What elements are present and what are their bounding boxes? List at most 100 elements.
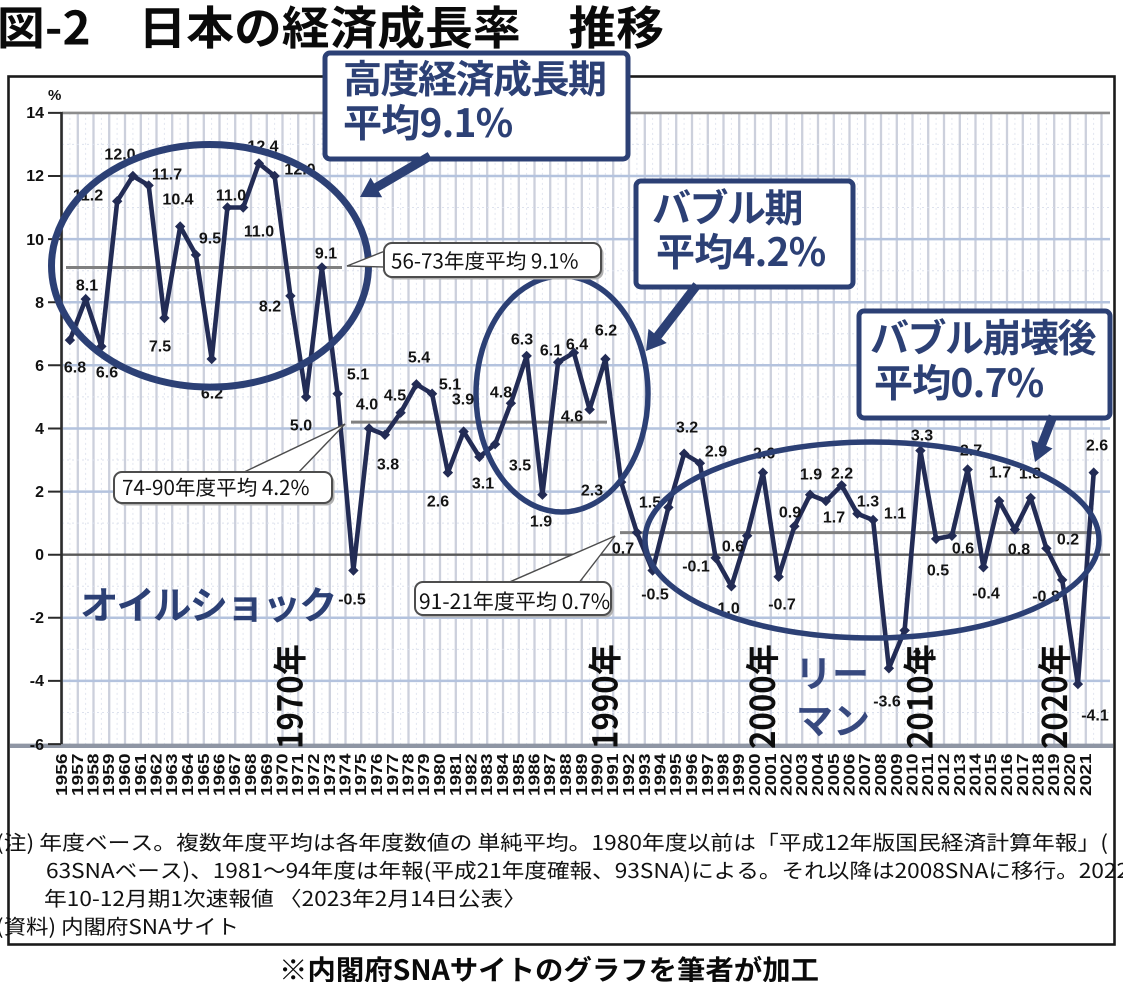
- svg-text:8.2: 8.2: [259, 299, 281, 316]
- svg-text:3.8: 3.8: [377, 457, 399, 474]
- svg-text:4: 4: [35, 421, 44, 438]
- svg-text:8: 8: [35, 295, 44, 312]
- svg-text:1986: 1986: [526, 754, 544, 797]
- svg-text:1984: 1984: [494, 753, 512, 796]
- svg-text:-0.1: -0.1: [682, 559, 710, 576]
- svg-text:2005: 2005: [825, 754, 843, 797]
- svg-text:6.4: 6.4: [566, 337, 588, 354]
- svg-text:5.4: 5.4: [408, 350, 430, 367]
- svg-text:2011: 2011: [919, 754, 937, 797]
- svg-text:1979: 1979: [415, 754, 433, 797]
- svg-text:1968: 1968: [242, 754, 260, 797]
- svg-text:1963: 1963: [163, 754, 181, 797]
- svg-text:0.6: 0.6: [722, 539, 744, 556]
- svg-text:2001: 2001: [762, 754, 780, 797]
- svg-text:1967: 1967: [226, 754, 244, 797]
- svg-text:1993: 1993: [636, 754, 654, 797]
- svg-text:2014: 2014: [967, 753, 985, 796]
- svg-text:2.6: 2.6: [427, 494, 449, 511]
- svg-text:2010: 2010: [904, 754, 922, 797]
- svg-text:2003: 2003: [793, 754, 811, 797]
- svg-text:1997: 1997: [699, 754, 717, 797]
- svg-text:1991: 1991: [604, 754, 622, 797]
- svg-text:1966: 1966: [211, 754, 229, 797]
- svg-text:2009: 2009: [888, 754, 906, 797]
- svg-text:%: %: [48, 87, 61, 104]
- svg-text:12: 12: [26, 168, 44, 185]
- svg-text:1983: 1983: [478, 754, 496, 797]
- svg-text:4.8: 4.8: [490, 385, 512, 402]
- svg-text:1992: 1992: [620, 754, 638, 797]
- svg-text:9.5: 9.5: [199, 231, 221, 248]
- svg-text:1.9: 1.9: [800, 467, 822, 484]
- svg-text:2004: 2004: [809, 753, 827, 796]
- svg-text:-0.5: -0.5: [338, 592, 366, 609]
- svg-text:-3.6: -3.6: [873, 694, 901, 711]
- svg-text:6.8: 6.8: [64, 360, 86, 377]
- svg-text:1962: 1962: [148, 754, 166, 797]
- svg-text:4.6: 4.6: [561, 409, 583, 426]
- svg-text:5.0: 5.0: [290, 418, 312, 435]
- svg-text:1964: 1964: [179, 753, 197, 796]
- svg-text:4.0: 4.0: [356, 397, 378, 414]
- svg-text:1987: 1987: [541, 754, 559, 797]
- svg-text:1957: 1957: [69, 754, 87, 797]
- svg-text:2015: 2015: [982, 754, 1000, 797]
- svg-text:1.3: 1.3: [857, 494, 879, 511]
- svg-text:2016: 2016: [998, 754, 1016, 797]
- svg-text:1976: 1976: [368, 754, 386, 797]
- svg-text:2012: 2012: [935, 754, 953, 797]
- svg-text:11.0: 11.0: [216, 188, 246, 205]
- svg-text:1995: 1995: [667, 754, 685, 797]
- svg-text:3.2: 3.2: [676, 420, 698, 437]
- svg-text:1973: 1973: [321, 754, 339, 797]
- svg-text:2021: 2021: [1077, 754, 1095, 797]
- svg-text:14: 14: [26, 105, 44, 122]
- svg-text:1.7: 1.7: [989, 465, 1011, 482]
- svg-text:1982: 1982: [463, 754, 481, 797]
- svg-text:2.2: 2.2: [831, 466, 853, 483]
- svg-text:6.6: 6.6: [96, 365, 118, 382]
- svg-text:11.7: 11.7: [152, 167, 182, 184]
- svg-text:8.1: 8.1: [76, 278, 98, 295]
- svg-text:1985: 1985: [510, 754, 528, 797]
- svg-text:-0.4: -0.4: [972, 586, 1000, 603]
- svg-text:9.1: 9.1: [315, 246, 337, 263]
- svg-text:3.3: 3.3: [911, 428, 933, 445]
- svg-text:1958: 1958: [85, 754, 103, 797]
- svg-text:-2: -2: [30, 610, 44, 627]
- svg-text:1981: 1981: [447, 754, 465, 797]
- svg-text:2007: 2007: [856, 754, 874, 797]
- svg-text:6: 6: [35, 358, 44, 375]
- svg-text:-0.7: -0.7: [768, 597, 796, 614]
- svg-text:1989: 1989: [573, 754, 591, 797]
- svg-text:1990: 1990: [589, 754, 607, 797]
- svg-text:2006: 2006: [841, 754, 859, 797]
- svg-text:2000: 2000: [746, 754, 764, 797]
- svg-text:2: 2: [35, 484, 44, 501]
- svg-text:0.7: 0.7: [612, 541, 634, 558]
- svg-text:6.2: 6.2: [595, 323, 617, 340]
- svg-text:10: 10: [26, 232, 44, 249]
- svg-text:1961: 1961: [132, 754, 150, 797]
- svg-text:1999: 1999: [730, 754, 748, 797]
- svg-text:1972: 1972: [305, 754, 323, 797]
- svg-text:1965: 1965: [195, 754, 213, 797]
- svg-text:2013: 2013: [951, 754, 969, 797]
- svg-text:3.5: 3.5: [509, 458, 531, 475]
- svg-text:0.2: 0.2: [1057, 532, 1079, 549]
- svg-text:1975: 1975: [352, 754, 370, 797]
- svg-text:1.1: 1.1: [884, 506, 906, 523]
- svg-text:1956: 1956: [53, 754, 71, 797]
- svg-text:0.8: 0.8: [1008, 542, 1030, 559]
- svg-text:3.1: 3.1: [472, 476, 494, 493]
- svg-text:6.1: 6.1: [540, 343, 562, 360]
- svg-text:1994: 1994: [652, 753, 670, 796]
- svg-text:1.9: 1.9: [530, 514, 552, 531]
- svg-text:2.6: 2.6: [1086, 438, 1108, 455]
- svg-text:0.9: 0.9: [779, 505, 801, 522]
- svg-text:1959: 1959: [100, 754, 118, 797]
- svg-text:-6: -6: [30, 737, 44, 754]
- svg-text:2008: 2008: [872, 754, 890, 797]
- svg-text:1.7: 1.7: [823, 510, 845, 527]
